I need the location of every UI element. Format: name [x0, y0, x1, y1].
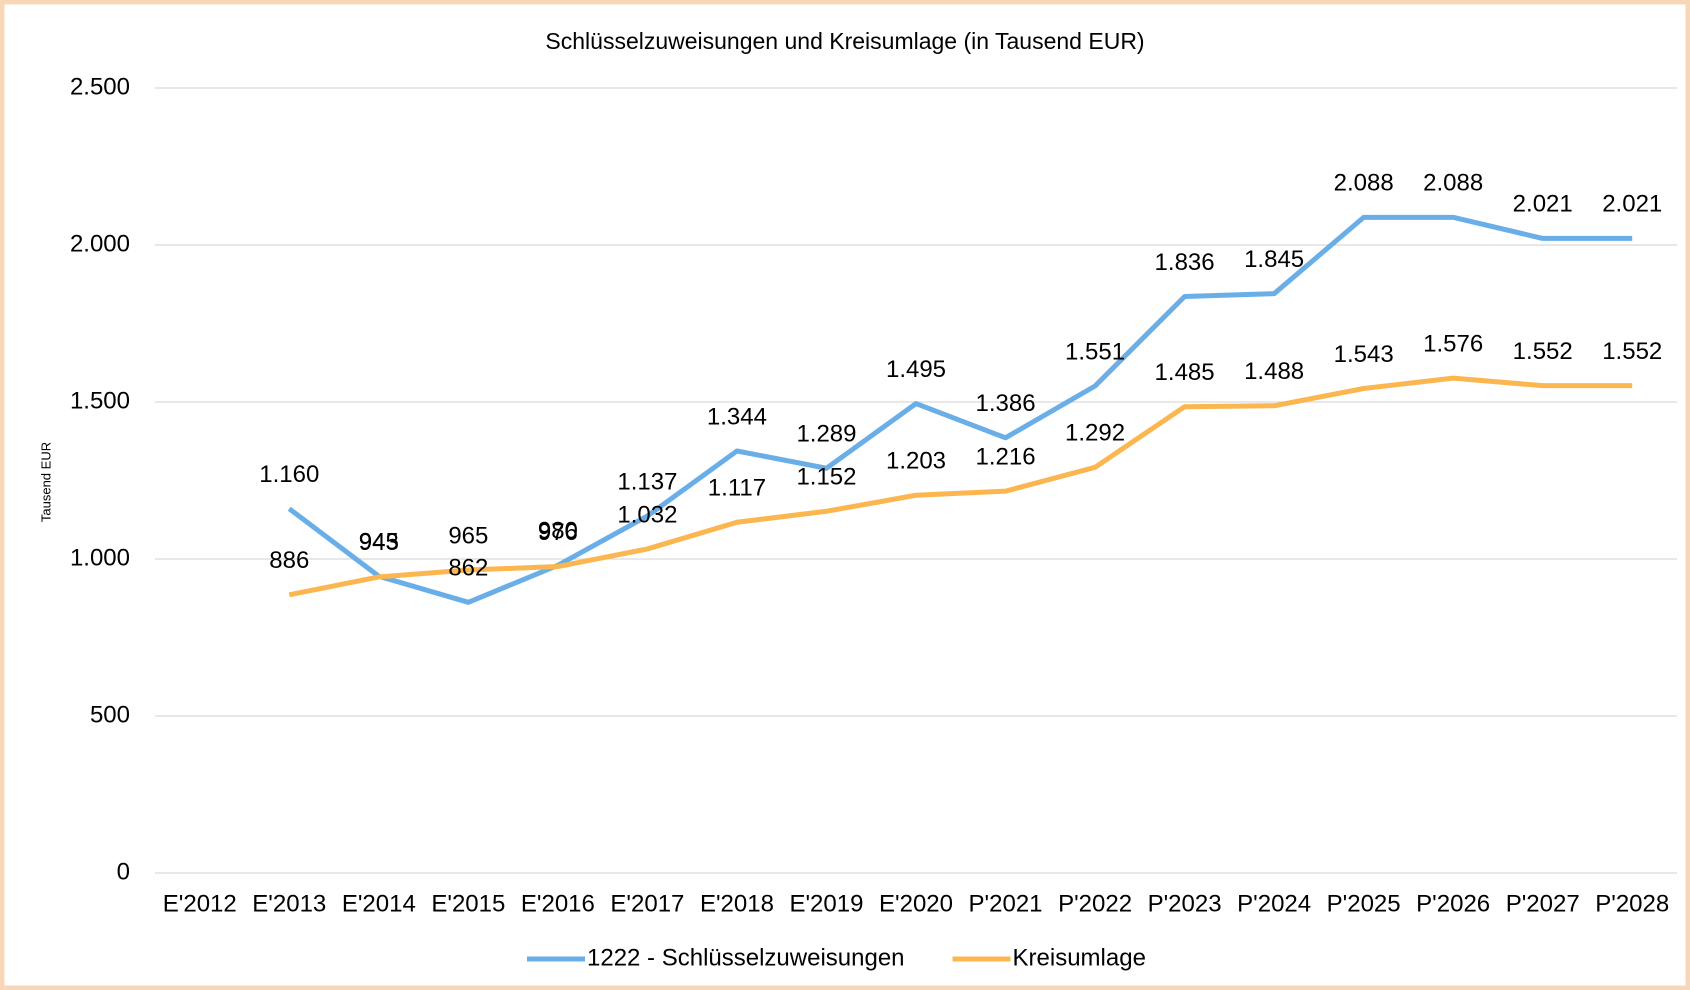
- data-label: 1.289: [796, 421, 856, 448]
- data-label: 976: [538, 519, 578, 546]
- data-label: 862: [448, 555, 488, 582]
- data-label: 2.021: [1602, 191, 1662, 218]
- legend-label: Kreisumlage: [1013, 944, 1146, 971]
- data-label: 1.552: [1513, 338, 1573, 365]
- data-label: 965: [448, 522, 488, 549]
- x-tick-label: E'2017: [610, 890, 684, 917]
- data-label: 2.088: [1334, 170, 1394, 197]
- data-label: 1.216: [975, 444, 1035, 471]
- x-tick-label: E'2012: [163, 890, 237, 917]
- data-label: 1.576: [1423, 330, 1483, 357]
- x-tick-label: E'2014: [342, 890, 416, 917]
- data-label: 1.836: [1155, 249, 1215, 276]
- data-label: 1.552: [1602, 338, 1662, 365]
- data-label: 1.543: [1334, 341, 1394, 368]
- y-tick-label: 0: [117, 858, 130, 885]
- data-label: 2.021: [1513, 191, 1573, 218]
- x-tick-label: E'2016: [521, 890, 595, 917]
- data-label: 1.495: [886, 356, 946, 383]
- data-label: 1.551: [1065, 338, 1125, 365]
- data-label: 1.117: [708, 475, 766, 502]
- x-tick-label: P'2023: [1148, 890, 1222, 917]
- y-tick-label: 500: [90, 701, 130, 728]
- data-label: 886: [269, 547, 309, 574]
- x-tick-label: P'2021: [969, 890, 1043, 917]
- x-tick-label: P'2025: [1327, 890, 1401, 917]
- x-tick-label: E'2013: [252, 890, 326, 917]
- data-label: 1.386: [975, 390, 1035, 417]
- series-line: [287, 214, 1633, 605]
- x-tick-label: P'2027: [1506, 890, 1580, 917]
- data-label: 1.137: [617, 468, 677, 495]
- data-label: 1.845: [1244, 246, 1304, 273]
- x-tick-label: E'2019: [789, 890, 863, 917]
- x-tick-label: E'2018: [700, 890, 774, 917]
- y-tick-label: 2.500: [70, 73, 130, 100]
- y-tick-label: 1.500: [70, 387, 130, 414]
- data-label: 943: [359, 529, 399, 556]
- data-label: 1.488: [1244, 358, 1304, 385]
- x-tick-label: P'2028: [1595, 890, 1669, 917]
- data-label: 1.032: [617, 501, 677, 528]
- x-tick-label: P'2026: [1416, 890, 1490, 917]
- data-label: 1.160: [259, 461, 319, 488]
- x-tick-label: E'2015: [431, 890, 505, 917]
- data-label: 1.344: [707, 403, 767, 430]
- x-tick-label: P'2024: [1237, 890, 1311, 917]
- x-tick-label: E'2020: [879, 890, 953, 917]
- chart-title: Schlüsselzuweisungen und Kreisumlage (in…: [545, 28, 1144, 54]
- legend-label: 1222 - Schlüsselzuweisungen: [587, 944, 905, 971]
- data-label: 980: [538, 518, 578, 545]
- data-label: 1.152: [796, 464, 856, 491]
- series-line: [288, 375, 1633, 598]
- data-label: 1.485: [1155, 359, 1215, 386]
- y-axis-title: Tausend EUR: [38, 442, 53, 522]
- data-label: 1.203: [886, 448, 946, 475]
- data-label: 2.088: [1423, 170, 1483, 197]
- y-tick-label: 2.000: [70, 230, 130, 257]
- y-tick-label: 1.000: [70, 544, 130, 571]
- data-label: 945: [359, 529, 399, 556]
- data-label: 1.292: [1065, 420, 1125, 447]
- x-tick-label: P'2022: [1058, 890, 1132, 917]
